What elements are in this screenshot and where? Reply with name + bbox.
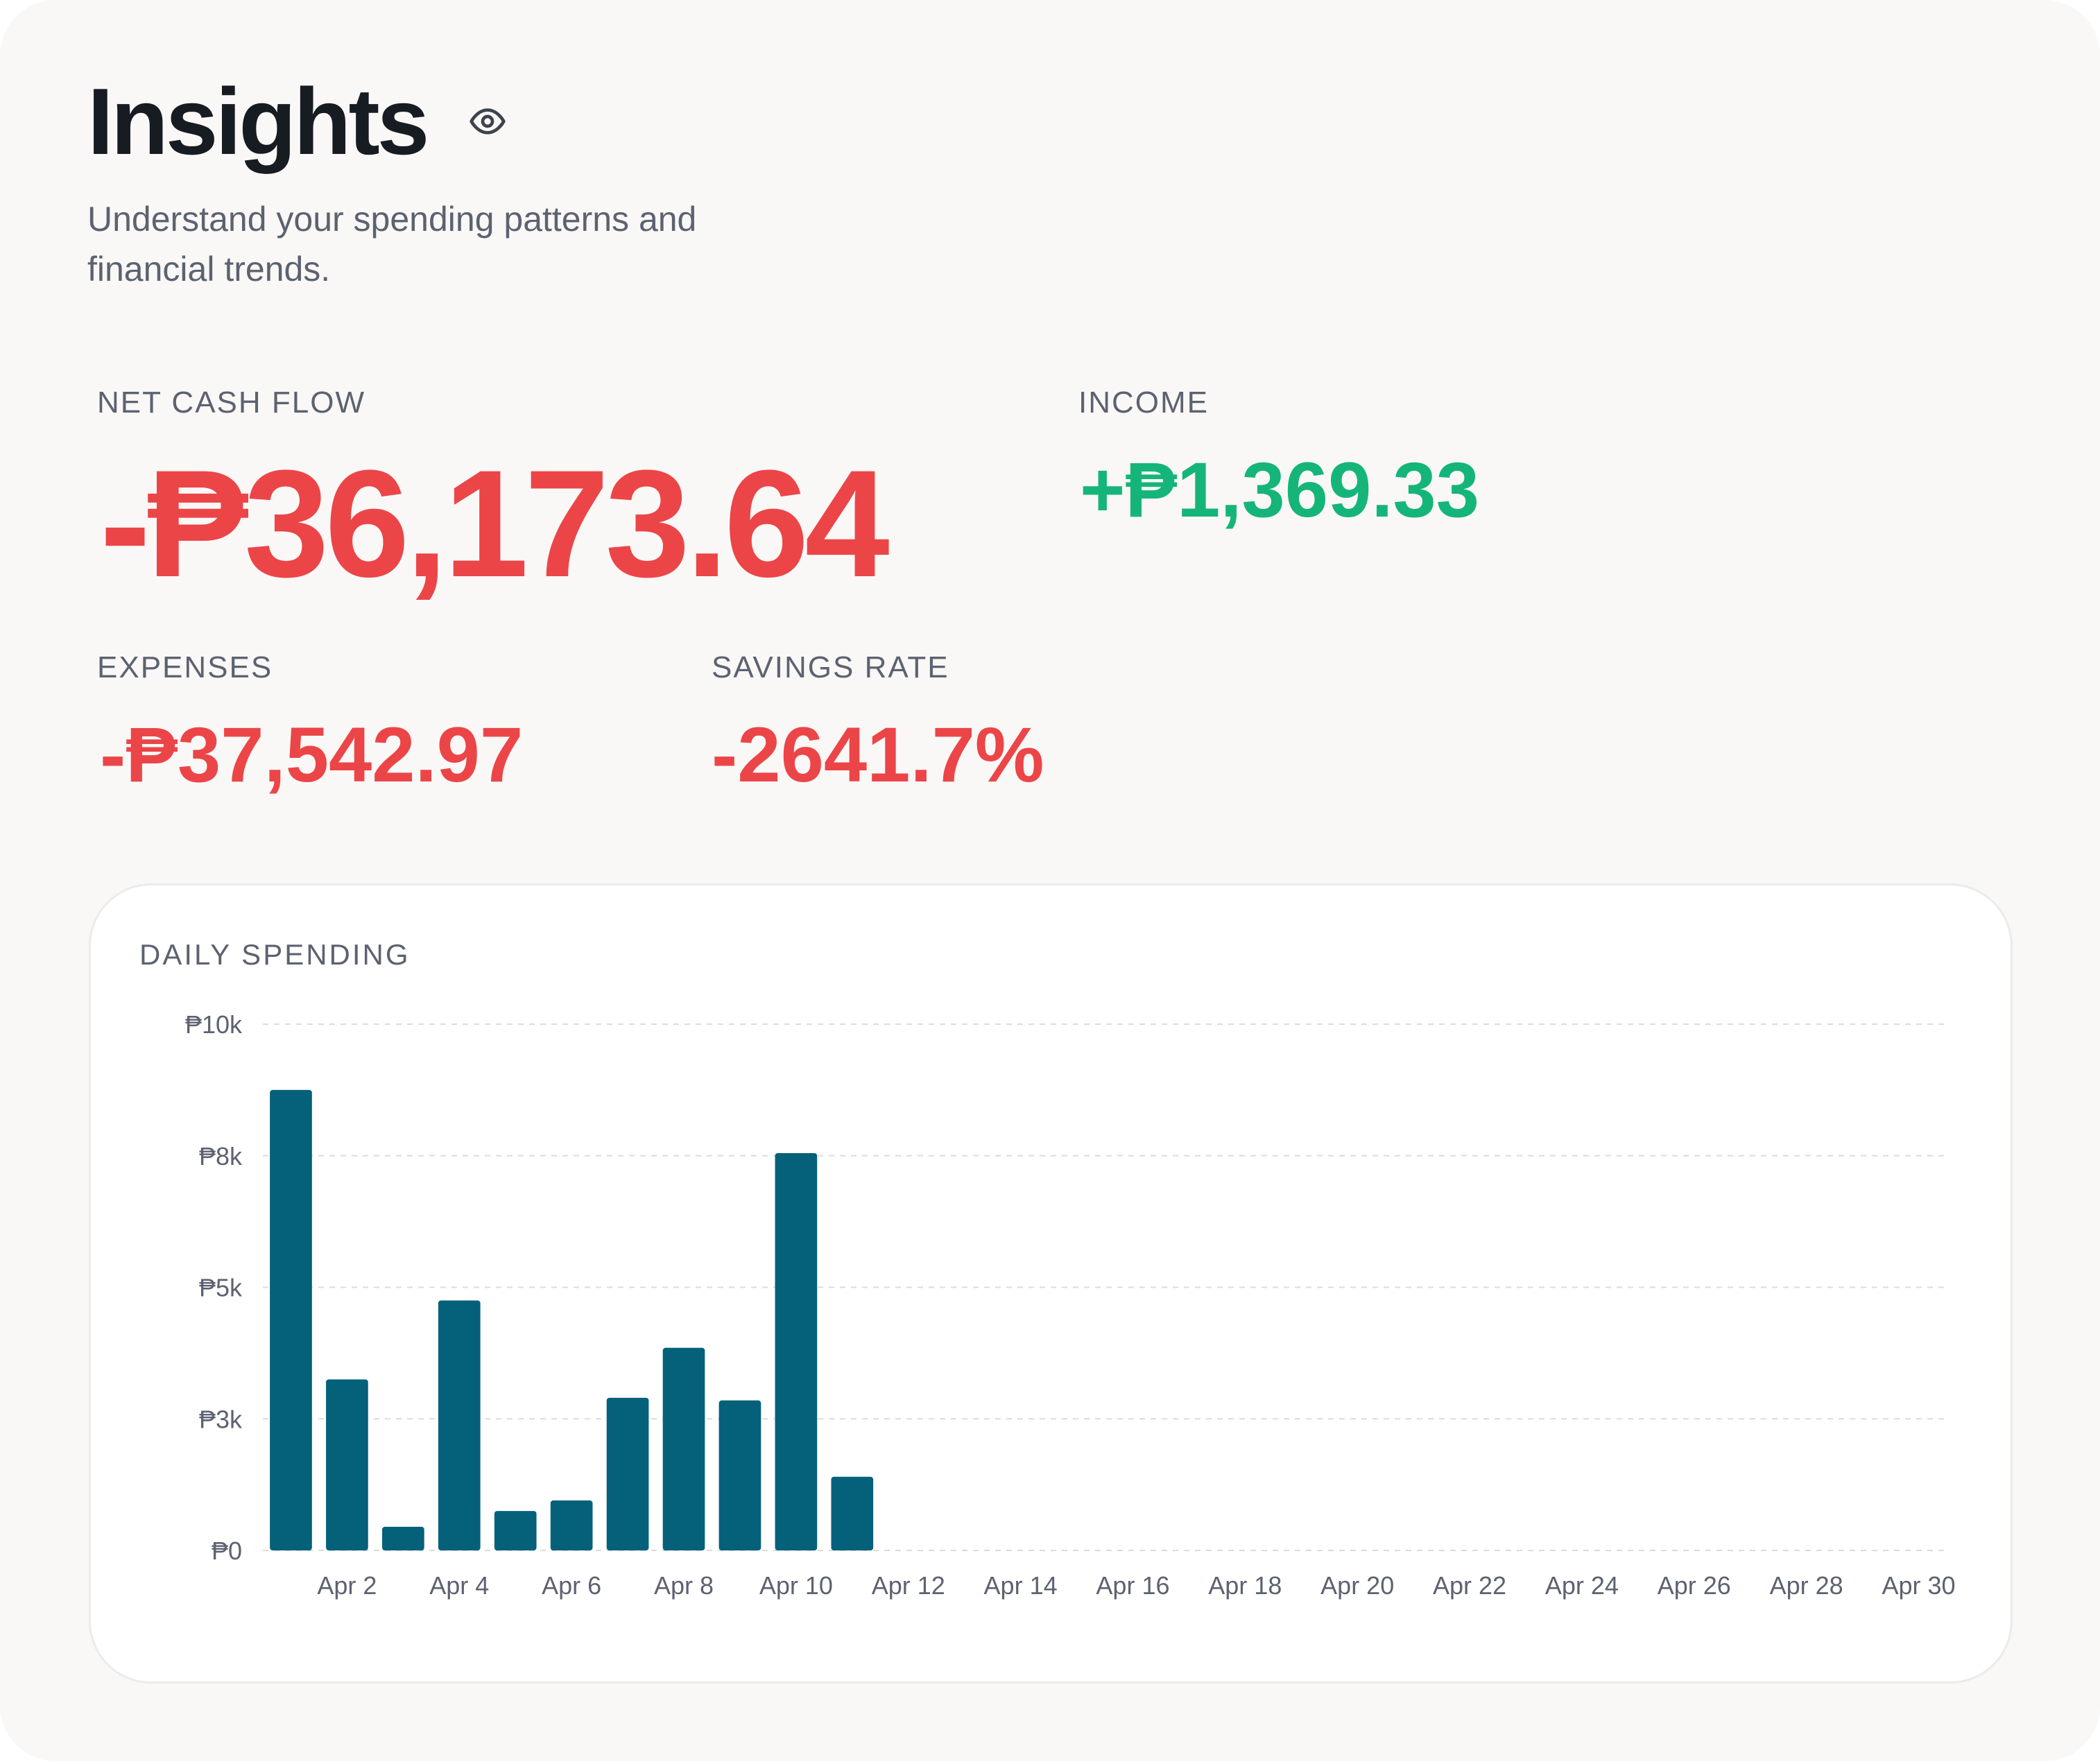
x-tick-label: Apr 16 (1096, 1571, 1169, 1600)
savings-rate-label: SAVINGS RATE (712, 650, 949, 684)
x-tick-label: Apr 14 (984, 1571, 1058, 1600)
net-cash-flow-label: NET CASH FLOW (97, 386, 366, 420)
y-tick-label: ₱8k (199, 1142, 243, 1170)
chart-gridlines (263, 1023, 1947, 1551)
y-tick-label: ₱0 (212, 1537, 242, 1565)
bar-apr-2[interactable] (326, 1379, 368, 1550)
bar-apr-1[interactable] (270, 1089, 312, 1550)
daily-spending-chart: ₱0₱3k₱5k₱8k₱10k Apr 2 Apr 4 Apr 6 Apr 8 Apr … (185, 1010, 1956, 1600)
income-label: INCOME (1078, 386, 1209, 420)
expenses-label: EXPENSES (97, 650, 273, 684)
y-tick-label: ₱5k (199, 1274, 243, 1302)
bar-apr-10[interactable] (775, 1152, 818, 1550)
bar-apr-3[interactable] (381, 1526, 424, 1550)
expenses-value: -₱37,542.97 (100, 711, 524, 798)
income-value: +₱1,369.33 (1080, 447, 1480, 533)
net-cash-flow-value: -₱36,173.64 (100, 438, 890, 609)
y-tick-label: ₱3k (199, 1405, 243, 1433)
x-tick-label: Apr 22 (1433, 1571, 1506, 1600)
page-title: Insights (87, 69, 429, 174)
x-tick-label: Apr 6 (542, 1571, 601, 1600)
chart-y-axis: ₱0 ₱3k ₱5k ₱8k ₱10k (185, 1010, 243, 1565)
x-tick-label: Apr 10 (759, 1571, 833, 1600)
savings-rate-value: -2641.7% (712, 711, 1044, 798)
x-tick-label: Apr 8 (654, 1571, 714, 1600)
x-tick-label: Apr 4 (429, 1571, 489, 1600)
daily-spending-card: DAILY SPENDING ₱0 ₱3k ₱5k ₱8k ₱10k Apr 2 Apr … (89, 883, 2013, 1684)
x-tick-label: Apr 26 (1658, 1571, 1731, 1600)
x-tick-label: Apr 2 (317, 1571, 377, 1600)
x-tick-label: Apr 18 (1208, 1571, 1282, 1600)
chart-title: DAILY SPENDING (139, 938, 411, 971)
subtitle-line-2: financial trends. (87, 250, 331, 288)
header: Insights (87, 69, 507, 173)
bar-apr-6[interactable] (550, 1500, 593, 1550)
bar-apr-5[interactable] (494, 1511, 537, 1550)
x-tick-label: Apr 30 (1882, 1571, 1955, 1600)
bar-apr-11[interactable] (831, 1476, 874, 1550)
y-tick-label: ₱10k (185, 1010, 243, 1039)
x-tick-label: Apr 24 (1545, 1571, 1619, 1600)
chart-x-axis: Apr 2 Apr 4 Apr 6 Apr 8 Apr 10 Apr 12 Apr 14 Ap… (317, 1571, 1955, 1600)
chart-bars (270, 1089, 874, 1550)
x-tick-label: Apr 12 (872, 1571, 945, 1600)
bar-apr-4[interactable] (438, 1300, 481, 1550)
bar-apr-9[interactable] (718, 1400, 761, 1550)
subtitle-line-1: Understand your spending patterns and (87, 200, 697, 239)
eye-icon[interactable] (468, 102, 507, 141)
x-tick-label: Apr 28 (1770, 1571, 1843, 1600)
bar-apr-8[interactable] (662, 1347, 705, 1550)
x-tick-label: Apr 20 (1320, 1571, 1394, 1600)
page-subtitle: Understand your spending patterns and fi… (87, 194, 781, 294)
bar-apr-7[interactable] (606, 1397, 649, 1550)
